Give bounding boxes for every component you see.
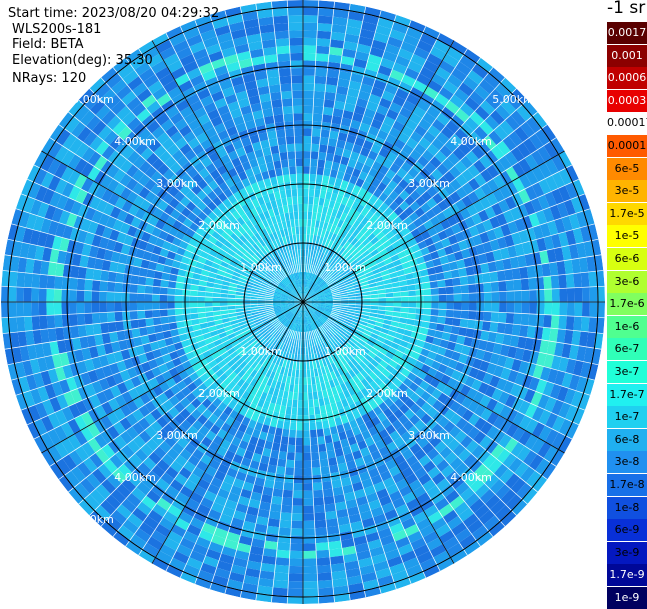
legend-entry: 0.0006 xyxy=(607,67,647,90)
legend-entry: 0.0017 xyxy=(607,22,647,44)
ring-label-3km-se: 3.00km xyxy=(408,429,450,442)
legend-entry: 1.7e-8 xyxy=(607,474,647,496)
ring-label-2km-se: 2.00km xyxy=(366,387,408,400)
legend-entry: 1e-5 xyxy=(607,225,647,248)
legend-entry: 1e-7 xyxy=(607,406,647,429)
legend-entry: 1.7e-7 xyxy=(607,383,647,406)
ring-label-4km-nw: 4.00km xyxy=(114,135,156,148)
legend-entry: 6e-6 xyxy=(607,248,647,270)
ring-label-1km-sw: 1.00km xyxy=(240,345,282,358)
legend-entry: 0.0001 xyxy=(607,135,647,157)
elevation-label: Elevation(deg): 35.30 xyxy=(12,53,153,68)
ring-label-5km-ne: 5.00km xyxy=(492,93,534,106)
ring-label-1km-nw: 1.00km xyxy=(240,261,282,274)
ring-label-1km-ne: 1.00km xyxy=(324,261,366,274)
ring-label-3km-sw: 3.00km xyxy=(156,429,198,442)
legend-entry: 1.7e-9 xyxy=(607,564,647,587)
units-label: -1 sr xyxy=(607,0,646,18)
ring-label-3km-nw: 3.00km xyxy=(156,177,198,190)
ring-label-5km-sw: 5.00km xyxy=(72,513,114,526)
legend-entry: 0.0003 xyxy=(607,89,647,112)
ring-label-1km-se: 1.00km xyxy=(324,345,366,358)
ring-label-4km-sw: 4.00km xyxy=(114,471,156,484)
ring-label-2km-ne: 2.00km xyxy=(366,219,408,232)
ring-label-2km-nw: 2.00km xyxy=(198,219,240,232)
legend-entry: 1.7e-5 xyxy=(607,202,647,225)
legend-entry: 1.7e-6 xyxy=(607,293,647,316)
ring-label-4km-se: 4.00km xyxy=(450,471,492,484)
legend-entry: 3e-7 xyxy=(607,361,647,383)
legend-entry: 6e-5 xyxy=(607,157,647,180)
legend-entry: 3e-9 xyxy=(607,541,647,564)
range-ring-labels: 1.00km 1.00km 1.00km 1.00km 2.00km 2.00k… xyxy=(72,93,534,526)
device-label: WLS200s-181 xyxy=(12,22,102,37)
ring-label-3km-ne: 3.00km xyxy=(408,177,450,190)
ring-label-4km-ne: 4.00km xyxy=(450,135,492,148)
field-label: Field: BETA xyxy=(12,37,84,52)
nrays-label: NRays: 120 xyxy=(12,71,87,86)
legend-entry: 3e-8 xyxy=(607,451,647,474)
radar-sectors xyxy=(1,0,605,604)
ppi-scan-plot: 1.00km 1.00km 1.00km 1.00km 2.00km 2.00k… xyxy=(1,0,605,604)
legend-entry: 0.001 xyxy=(607,44,647,67)
legend-entry: 1e-6 xyxy=(607,315,647,338)
legend-entry: 0.00017 xyxy=(607,112,647,135)
legend-entry: 3e-5 xyxy=(607,180,647,203)
legend-entry: 6e-9 xyxy=(607,519,647,542)
start-time-label: Start time: 2023/08/20 04:29:32 xyxy=(8,6,220,21)
ring-label-5km-nw: 5.00km xyxy=(72,93,114,106)
ring-label-2km-sw: 2.00km xyxy=(198,387,240,400)
range-grid xyxy=(1,0,605,604)
legend-entry: 6e-8 xyxy=(607,428,647,451)
legend-entry: 1e-8 xyxy=(607,496,647,519)
legend-entry: 3e-6 xyxy=(607,270,647,293)
legend-entry: 6e-7 xyxy=(607,338,647,361)
legend-entry: 1e-9 xyxy=(607,587,647,609)
